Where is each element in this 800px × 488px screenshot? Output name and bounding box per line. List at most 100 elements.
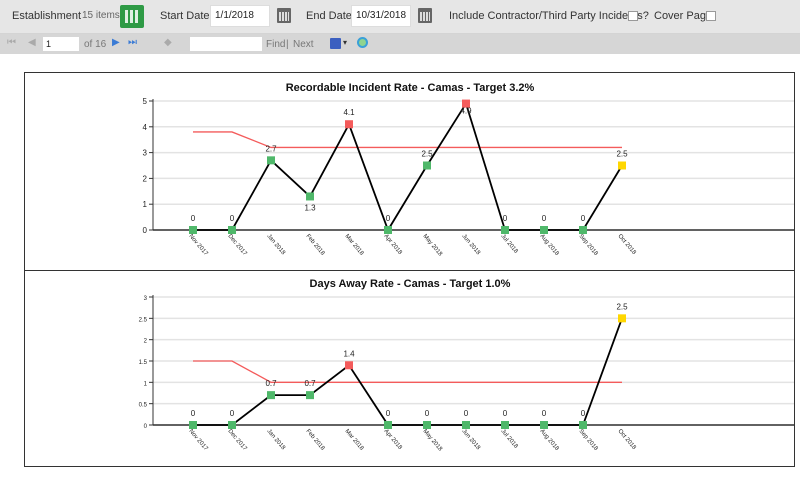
last-page-icon[interactable]: ⏭ (128, 37, 137, 48)
contractor-checkbox[interactable] (628, 11, 638, 21)
data-label: 0 (542, 214, 547, 223)
x-tick-label: Nov 2017 (187, 428, 209, 452)
page-count: of 16 (84, 39, 107, 50)
data-point (267, 156, 275, 165)
first-page-icon[interactable]: ⏮ (7, 37, 16, 48)
data-point (306, 391, 314, 400)
find-input[interactable] (190, 37, 262, 51)
x-tick-label: Jan 2018 (265, 233, 286, 256)
y-tick-label: 0 (143, 226, 148, 235)
x-tick-label: May 2018 (421, 233, 443, 258)
chart-title: Days Away Rate - Camas - Target 1.0% (310, 278, 511, 290)
refresh-icon[interactable] (357, 37, 368, 48)
data-label: 0 (386, 214, 391, 223)
end-date-calendar-icon[interactable] (418, 8, 432, 23)
data-point (462, 99, 470, 108)
data-point (384, 226, 392, 234)
data-point (423, 161, 431, 170)
y-tick-label: 3 (143, 149, 148, 158)
y-tick-label: 1 (144, 381, 148, 387)
data-label: 2.5 (616, 302, 628, 311)
x-tick-label: Jun 2018 (460, 428, 481, 451)
x-tick-label: Aug 2018 (538, 428, 560, 452)
data-label: 2.5 (616, 150, 628, 159)
export-save-icon[interactable] (330, 38, 341, 49)
separator: | (286, 39, 289, 50)
export-dropdown-icon[interactable]: ▾ (343, 38, 348, 47)
x-tick-label: Jan 2018 (265, 428, 286, 451)
data-point (189, 421, 197, 429)
data-label: 0 (503, 214, 508, 223)
start-date-calendar-icon[interactable] (277, 8, 291, 23)
data-point (501, 226, 509, 234)
y-tick-label: 0 (144, 424, 148, 430)
data-point (306, 192, 314, 201)
data-point (345, 361, 353, 370)
x-tick-label: Aug 2018 (538, 233, 560, 257)
x-tick-label: Feb 2018 (304, 233, 325, 257)
data-label: 0 (230, 409, 235, 418)
x-tick-label: Sep 2018 (577, 428, 599, 452)
parameter-toolbar: Establishment 15 items Start Date 1/1/20… (0, 0, 800, 34)
x-tick-label: Mar 2018 (343, 428, 364, 452)
data-label: 0 (191, 214, 196, 223)
x-tick-label: Apr 2018 (382, 233, 403, 256)
data-point (462, 421, 470, 429)
data-label: 0.7 (265, 379, 277, 388)
data-label: 0 (386, 409, 391, 418)
series-line (193, 101, 623, 233)
x-tick-label: Nov 2017 (187, 233, 209, 257)
report-pager-toolbar: ⏮ ◀ 1 of 16 ▶ ⏭ ◆ Find | Next ▾ (0, 34, 800, 54)
series-line (193, 318, 623, 426)
y-tick-label: 3 (144, 296, 148, 302)
y-tick-label: 5 (143, 97, 148, 106)
start-date-input[interactable]: 1/1/2018 (210, 5, 270, 27)
cover-page-checkbox[interactable] (706, 11, 716, 21)
x-tick-label: Jul 2018 (499, 233, 519, 255)
data-point (345, 120, 353, 129)
data-point (267, 391, 275, 400)
data-point (423, 421, 431, 429)
data-label: 0.7 (304, 379, 316, 388)
y-tick-label: 4 (143, 123, 148, 132)
data-label: 1.4 (343, 349, 355, 358)
y-tick-label: 2 (144, 339, 148, 345)
data-point (501, 421, 509, 429)
end-date-input[interactable]: 10/31/2018 (351, 5, 411, 27)
data-point (384, 421, 392, 429)
y-tick-label: 2 (143, 174, 148, 183)
y-tick-label: 1.5 (139, 360, 148, 366)
chart-title: Recordable Incident Rate - Camas - Targe… (286, 82, 535, 94)
recordable-incident-rate-chart: Recordable Incident Rate - Camas - Targe… (24, 72, 795, 271)
back-icon[interactable]: ◆ (164, 37, 172, 48)
establishment-picker-button[interactable] (120, 5, 144, 28)
data-point (189, 226, 197, 234)
y-tick-label: 2.5 (139, 317, 148, 323)
data-label: 4.1 (343, 108, 355, 117)
x-tick-label: Dec 2017 (226, 233, 248, 257)
x-tick-label: Mar 2018 (343, 233, 364, 257)
data-point (618, 314, 626, 323)
end-date-label: End Date (306, 10, 352, 22)
cover-page-label: Cover Page (654, 10, 713, 22)
data-point (579, 421, 587, 429)
previous-page-icon[interactable]: ◀ (28, 37, 36, 48)
grid-select-icon (125, 10, 138, 23)
data-point (618, 161, 626, 170)
data-point (579, 226, 587, 234)
start-date-label: Start Date (160, 10, 210, 22)
find-link[interactable]: Find (266, 39, 286, 50)
x-tick-label: Dec 2017 (226, 428, 248, 452)
data-label: 0 (542, 409, 547, 418)
x-tick-label: Oct 2018 (616, 233, 637, 256)
data-point (228, 226, 236, 234)
data-label: 0 (191, 409, 196, 418)
target-line (193, 360, 622, 383)
next-page-icon[interactable]: ▶ (112, 37, 120, 48)
y-tick-label: 0.5 (139, 403, 148, 409)
page-number-input[interactable]: 1 (43, 37, 79, 51)
next-link[interactable]: Next (293, 39, 314, 50)
x-tick-label: Jun 2018 (460, 233, 481, 256)
days-away-rate-chart: Days Away Rate - Camas - Target 1.0% 0 0.5… (24, 270, 795, 467)
data-label: 2.5 (421, 150, 433, 159)
